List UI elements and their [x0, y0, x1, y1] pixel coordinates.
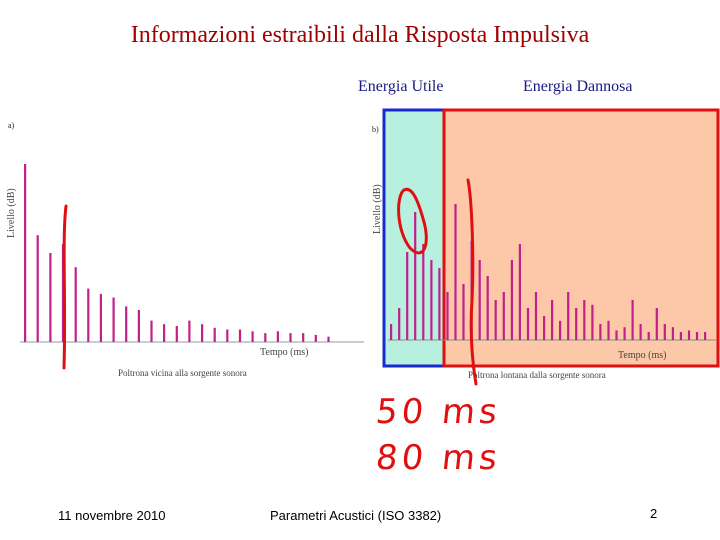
harmful-energy-label: Energia Dannosa: [523, 78, 633, 95]
footer-title: Parametri Acustici (ISO 3382): [270, 508, 442, 523]
panel-a-caption: Poltrona vicina alla sorgente sonora: [118, 368, 247, 378]
panel-b-bar-3: [414, 212, 417, 340]
panel-b-bar-38: [695, 332, 699, 340]
panel-a-bar-13: [188, 320, 191, 342]
panel-b-letter: b): [372, 125, 379, 134]
panel-a-xlabel: Tempo (ms): [260, 347, 308, 358]
panel-a-bar-17: [238, 329, 242, 342]
panel-a-bar-10: [150, 320, 153, 342]
panel-b-bar-14: [502, 292, 505, 340]
panel-a-bar-18: [251, 331, 254, 342]
panel-b-bar-27: [607, 320, 610, 340]
panel-b-bar-5: [430, 260, 433, 340]
panel-b-bar-34: [663, 324, 666, 340]
ink-circle: [397, 187, 428, 255]
slide-title: Informazioni estraibili dalla Risposta I…: [130, 22, 590, 48]
panel-b-bar-33: [655, 308, 658, 340]
panel-b-bar-9: [462, 284, 465, 340]
panel-b-bar-2: [406, 252, 409, 340]
panel-a-bar-16: [226, 329, 229, 342]
panel-b-bar-25: [591, 304, 594, 340]
panel-b-bar-17: [526, 308, 530, 340]
panel-a-ylabel: Livello (dB): [6, 188, 17, 238]
panel-a-bar-7: [112, 297, 115, 342]
panel-a-bar-24: [327, 336, 330, 342]
panel-a-bar-0: [24, 164, 27, 342]
panel-b-bar-36: [679, 332, 682, 340]
panel-a-bar-6: [99, 293, 102, 342]
ink-bracket-a: [62, 204, 68, 370]
panel-b-bar-35: [671, 327, 674, 340]
panel-b-bar-31: [639, 324, 642, 340]
panel-b-bar-6: [438, 268, 441, 340]
panel-b-bar-4: [422, 244, 425, 340]
panel-a-bar-5: [87, 288, 90, 342]
ink-annotations: [62, 178, 478, 386]
panel-b-bar-8: [454, 204, 457, 340]
footer-date: 11 novembre 2010: [58, 508, 166, 523]
ink-text-50ms: 50 ms: [373, 392, 504, 432]
panel-b-bar-22: [567, 292, 570, 340]
panel-a-bar-2: [49, 253, 52, 342]
harmful-energy-region: [442, 108, 720, 368]
panel-a-letter: a): [8, 121, 15, 130]
page-number: 2: [650, 506, 658, 521]
panel-a-bar-12: [175, 326, 178, 342]
panel-b: b) Livello (dB) Tempo (ms) Poltrona lont…: [372, 125, 716, 380]
panel-b-bar-15: [510, 260, 513, 340]
panel-b-bar-11: [478, 260, 481, 340]
panel-a-bar-21: [289, 333, 292, 342]
panel-b-bar-39: [704, 332, 707, 340]
panel-b-bar-1: [398, 308, 401, 340]
panel-b-ylabel: Livello (dB): [372, 184, 383, 234]
panel-b-bar-30: [631, 300, 634, 340]
panel-b-bar-23: [575, 308, 578, 340]
panel-b-bar-13: [494, 300, 497, 340]
panel-b-bar-29: [623, 327, 626, 340]
panel-b-bar-26: [599, 324, 602, 340]
panel-a-bar-20: [276, 331, 279, 342]
panel-b-xlabel: Tempo (ms): [618, 350, 666, 361]
panel-b-bar-7: [446, 292, 449, 340]
panel-b-bar-12: [486, 276, 489, 340]
panel-a-bar-11: [163, 324, 166, 342]
panel-a: a) Livello (dB) Tempo (ms) Poltrona vici…: [6, 121, 364, 378]
useful-energy-label: Energia Utile: [358, 78, 444, 95]
panel-a-bar-23: [314, 334, 317, 342]
panel-b-bar-32: [647, 332, 650, 340]
panel-b-bar-16: [518, 244, 521, 340]
panel-a-bar-19: [264, 333, 267, 342]
panel-b-bars: [390, 204, 707, 340]
ink-stroke-b: [466, 178, 478, 386]
ink-text-80ms: 80 ms: [373, 438, 504, 478]
panel-a-bar-22: [302, 333, 305, 342]
panel-b-bar-24: [583, 300, 586, 340]
panel-b-bar-0: [390, 324, 393, 340]
panel-b-bar-19: [543, 316, 546, 340]
useful-energy-region: [382, 108, 446, 368]
panel-a-bar-15: [213, 327, 216, 342]
panel-b-bar-18: [534, 292, 538, 340]
panel-b-bar-28: [615, 330, 618, 340]
panel-b-bar-20: [551, 300, 554, 340]
panel-b-bar-21: [559, 320, 562, 340]
panel-a-bar-4: [74, 267, 77, 342]
panel-a-bar-1: [36, 235, 39, 342]
panel-a-bar-9: [137, 310, 140, 342]
panel-a-bars: [24, 164, 330, 342]
panel-a-bar-14: [201, 324, 204, 342]
panel-a-bar-8: [125, 306, 128, 342]
panel-b-bar-37: [687, 330, 691, 340]
panel-b-caption: Poltrona lontana dalla sorgente sonora: [468, 370, 606, 380]
